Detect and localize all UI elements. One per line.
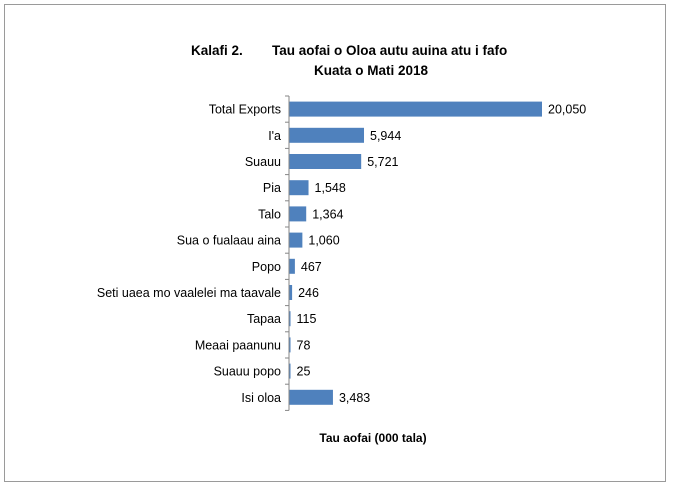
category-label: Total Exports [209, 103, 281, 117]
data-label: 3,483 [339, 391, 370, 405]
bar [289, 311, 291, 327]
bar [289, 206, 307, 222]
category-label: Talo [258, 207, 281, 221]
data-label: 5,721 [367, 155, 398, 169]
category-label: Isi oloa [241, 391, 281, 405]
x-axis-label: Tau aofai (000 tala) [319, 431, 426, 445]
data-label: 25 [297, 365, 311, 379]
data-label: 5,944 [370, 129, 401, 143]
category-label: Pia [263, 181, 281, 195]
bar [289, 389, 333, 405]
bar [289, 363, 291, 379]
bars-layer: Total Exports 20,050 I'a 5,944 Suauu 5,721 Pia… [97, 95, 586, 411]
data-label: 1,060 [308, 234, 339, 248]
chart-title: Tau aofai o Oloa autu auina atu i fafo [272, 43, 507, 58]
bar [289, 232, 303, 248]
category-label: Meaai paanunu [195, 338, 281, 352]
category-label: Seti uaea mo vaalelei ma taavale [97, 286, 281, 300]
bar [289, 337, 291, 353]
data-label: 246 [298, 286, 319, 300]
data-label: 467 [301, 260, 322, 274]
data-label: 1,548 [315, 181, 346, 195]
chart-subtitle: Kuata o Mati 2018 [314, 63, 429, 78]
bar [289, 127, 365, 143]
data-label: 20,050 [548, 103, 586, 117]
bar [289, 180, 309, 196]
category-label: Sua o fualaau aina [177, 234, 281, 248]
chart-frame [4, 4, 666, 482]
data-label: 78 [297, 338, 311, 352]
category-label: I'a [268, 129, 281, 143]
bar [289, 101, 542, 117]
bar [289, 258, 295, 274]
category-label: Popo [252, 260, 281, 274]
data-label: 115 [297, 312, 317, 326]
category-label: Tapaa [247, 312, 281, 326]
data-label: 1,364 [312, 207, 343, 221]
category-label: Suauu [245, 155, 281, 169]
category-label: Suauu popo [214, 365, 281, 379]
chart-title-number: Kalafi 2. [191, 43, 243, 58]
bar [289, 154, 362, 169]
bar [289, 285, 293, 300]
